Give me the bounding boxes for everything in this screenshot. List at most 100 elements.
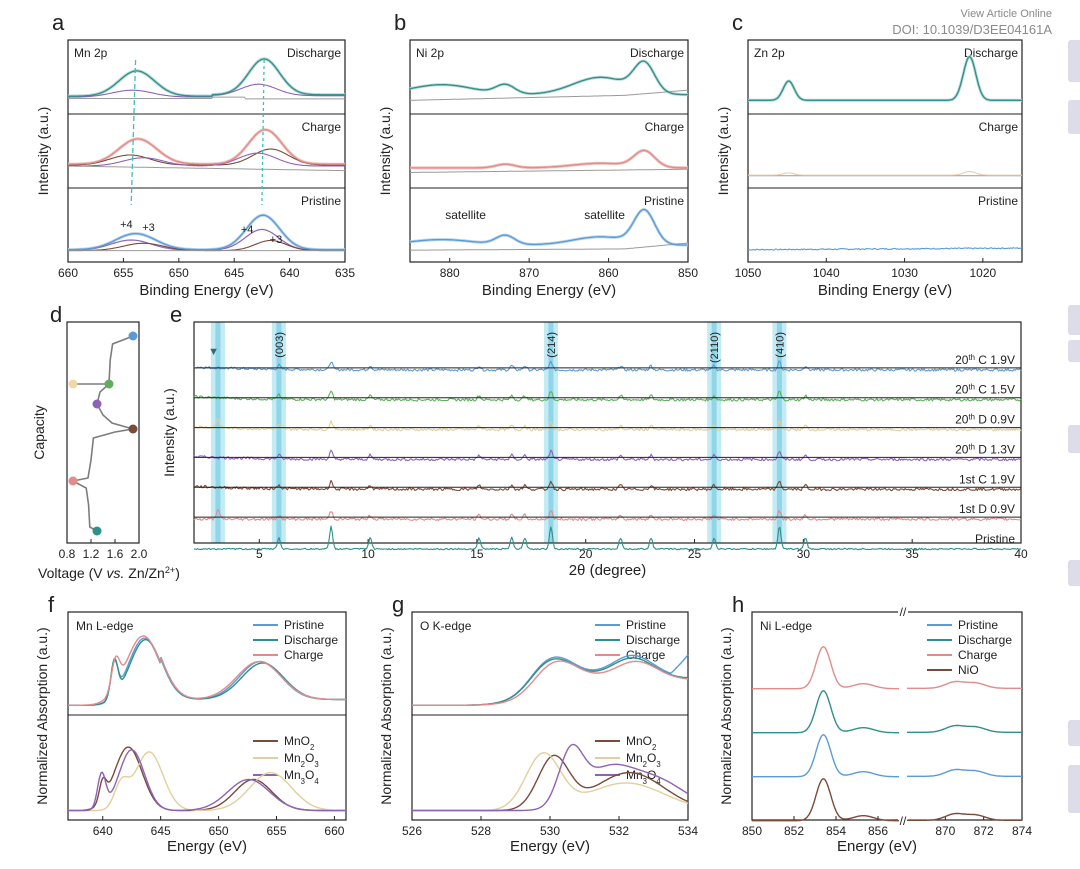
highlight-band-core xyxy=(776,322,782,543)
ni-l-edge-spectrum xyxy=(907,768,1022,777)
spectrum-discharge xyxy=(68,58,345,97)
panel-title: Ni 2p xyxy=(416,46,444,60)
x-tick-label: 854 xyxy=(826,824,846,838)
side-decoration xyxy=(1068,765,1080,813)
fit-envelope xyxy=(747,55,1023,102)
x-tick-label: 645 xyxy=(151,824,171,838)
x-tick-label: 660 xyxy=(58,266,78,280)
panel-title: Ni L-edge xyxy=(760,619,812,633)
spectrum-charge xyxy=(748,171,1022,176)
xas-spectrum xyxy=(68,635,346,706)
side-decoration xyxy=(1068,40,1080,82)
spectrum-pristine xyxy=(747,247,1023,251)
arrow-marker: ▼ xyxy=(208,346,219,358)
panel-letter: d xyxy=(50,302,62,327)
stack-label: Pristine xyxy=(301,194,341,208)
side-decoration xyxy=(1068,305,1080,335)
x-tick-label: 1050 xyxy=(735,266,762,280)
x-tick-label: 655 xyxy=(266,824,286,838)
y-axis-label: Normalized Absorption (a.u.) xyxy=(718,627,734,804)
ni-l-edge-spectrum xyxy=(907,812,1022,821)
x-tick-label: 870 xyxy=(935,824,955,838)
panel-title: Mn 2p xyxy=(74,46,108,60)
x-tick-label: 20 xyxy=(579,547,593,561)
spectrum-pristine xyxy=(409,208,688,246)
ni-l-edge-spectrum xyxy=(907,724,1022,733)
x-axis-label: Binding Energy (eV) xyxy=(139,282,273,299)
y-axis-label: Intensity (a.u.) xyxy=(161,388,177,477)
x-tick-label: 850 xyxy=(678,266,698,280)
legend-label: Charge xyxy=(284,648,324,662)
annotation-label: +4 xyxy=(241,224,254,236)
background xyxy=(410,168,688,173)
x-tick-label: 1.2 xyxy=(83,547,100,561)
legend-label: Pristine xyxy=(958,618,998,632)
x-axis-label: 2θ (degree) xyxy=(569,562,647,579)
ni-l-edge-spectrum xyxy=(752,646,899,690)
state-marker xyxy=(128,424,138,434)
background xyxy=(68,96,345,100)
side-decoration xyxy=(1068,100,1080,134)
x-tick-label: 1.6 xyxy=(107,547,124,561)
y-axis-label: Intensity (a.u.) xyxy=(715,107,731,196)
x-tick-label: 1020 xyxy=(970,266,997,280)
legend-label: Mn2O3 xyxy=(626,751,661,769)
y-axis-label: Normalized Absorption (a.u.) xyxy=(378,627,394,804)
x-axis-label: Energy (eV) xyxy=(510,838,590,855)
annotation-label: satellite xyxy=(445,208,486,222)
spectrum-discharge xyxy=(748,55,1022,101)
voltage-profile-curve xyxy=(72,335,134,532)
highlight-band-core xyxy=(215,322,221,543)
legend-label: Mn3O4 xyxy=(284,768,319,786)
panel-title: Zn 2p xyxy=(754,46,785,60)
xas-spectrum xyxy=(412,660,689,706)
series-label: 20th C 1.5V xyxy=(955,382,1015,397)
legend-label: NiO xyxy=(958,663,979,677)
panel-letter: b xyxy=(394,10,406,35)
reference-spectrum xyxy=(412,743,689,812)
x-tick-label: 856 xyxy=(868,824,888,838)
axis-break-gap xyxy=(898,818,908,823)
y-axis-label: Intensity (a.u.) xyxy=(35,107,51,196)
panel-letter: a xyxy=(52,10,65,35)
axis-break-gap xyxy=(898,610,908,615)
xrd-pattern xyxy=(193,390,1022,402)
reference-spectrum xyxy=(68,749,346,812)
x-tick-label: 5 xyxy=(256,547,263,561)
reflection-label: (410) xyxy=(774,332,786,358)
xrd-pattern xyxy=(193,525,1022,551)
legend-label: Discharge xyxy=(626,633,680,647)
state-marker xyxy=(104,379,114,389)
spectrum-charge xyxy=(68,129,345,165)
legend-label: Charge xyxy=(958,648,998,662)
x-tick-label: 1040 xyxy=(813,266,840,280)
xrd-pattern xyxy=(193,360,1022,372)
y-axis-label: Intensity (a.u.) xyxy=(377,107,393,196)
x-tick-label: 0.8 xyxy=(59,547,76,561)
series-label: 1st C 1.9V xyxy=(959,472,1015,486)
x-tick-label: 640 xyxy=(93,824,113,838)
x-tick-label: 40 xyxy=(1014,547,1028,561)
x-tick-label: 15 xyxy=(470,547,484,561)
panel-title: Mn L-edge xyxy=(76,619,134,633)
axis-break-mark: // xyxy=(900,605,907,619)
stack-label: Discharge xyxy=(964,46,1018,60)
x-axis-label: Binding Energy (eV) xyxy=(818,282,952,299)
fit-component xyxy=(68,152,345,167)
fit-envelope xyxy=(67,57,346,98)
series-label: 1st D 0.9V xyxy=(959,502,1015,516)
panel-title: O K-edge xyxy=(420,619,472,633)
stack-label: Discharge xyxy=(630,46,684,60)
fit-component xyxy=(68,83,345,98)
x-tick-label: 635 xyxy=(335,266,355,280)
stack-label: Charge xyxy=(979,120,1019,134)
x-axis-label: Energy (eV) xyxy=(837,838,917,855)
legend-label: Mn2O3 xyxy=(284,751,319,769)
view-article-online-link[interactable]: View Article Online xyxy=(960,8,1052,20)
x-tick-label: 650 xyxy=(209,824,229,838)
panel-letter: f xyxy=(48,592,55,617)
panel-letter: e xyxy=(170,302,182,327)
x-tick-label: 660 xyxy=(324,824,344,838)
